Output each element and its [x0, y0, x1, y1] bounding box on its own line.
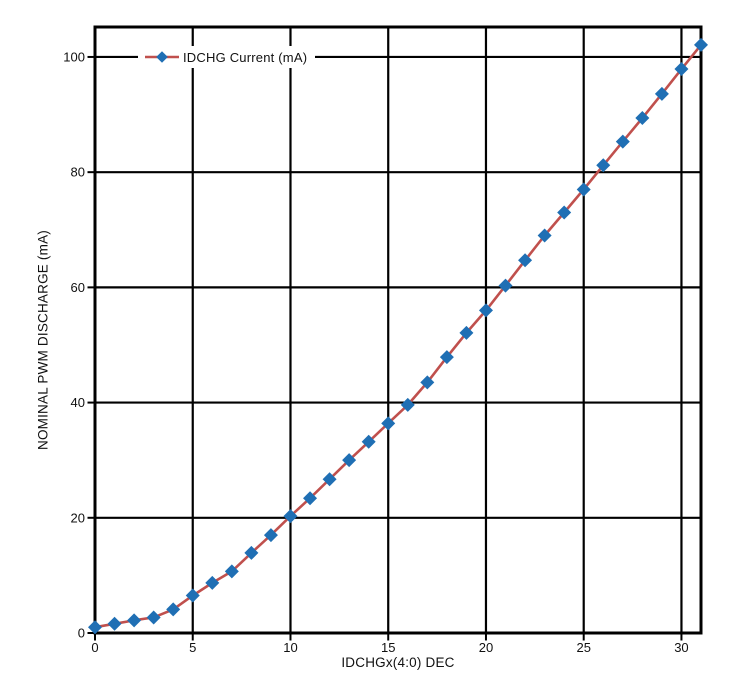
series-layer [88, 37, 708, 635]
data-point [439, 350, 454, 365]
y-axis-title: NOMINAL PWM DISCHARGE (mA) [35, 230, 51, 450]
data-point [615, 134, 630, 149]
data-point [576, 182, 591, 197]
data-point [518, 253, 533, 268]
data-point [127, 613, 142, 628]
data-point [537, 228, 552, 243]
y-tick-label: 60 [71, 280, 85, 295]
y-tick-label: 0 [78, 626, 85, 641]
series-line [94, 44, 703, 629]
legend-label: IDCHG Current (mA) [183, 49, 308, 65]
data-point [283, 509, 298, 524]
data-point [224, 564, 239, 579]
x-tick-label: 20 [479, 640, 493, 655]
data-point [361, 434, 376, 449]
x-tick-label: 30 [674, 640, 688, 655]
data-point [674, 62, 689, 77]
plot-frame [93, 25, 703, 635]
x-tick-label: 25 [576, 640, 590, 655]
legend: IDCHG Current (mA) [138, 46, 316, 68]
x-tick-label: 5 [189, 640, 196, 655]
x-tick-label: 15 [381, 640, 395, 655]
data-point [244, 545, 259, 560]
data-point [420, 375, 435, 390]
data-point [694, 37, 708, 52]
data-point [146, 610, 161, 625]
data-point [557, 205, 572, 220]
data-point [342, 453, 357, 468]
tick-layer: 0 5 10 15 20 25 30 0 20 40 60 80 100 [63, 49, 688, 655]
y-tick-label: 100 [63, 49, 85, 64]
data-point [322, 472, 337, 487]
data-point [596, 158, 611, 173]
frame-layer [93, 25, 703, 635]
y-tick-label: 80 [71, 165, 85, 180]
y-tick-label: 20 [71, 510, 85, 525]
grid-layer [95, 27, 701, 633]
legend-diamond-icon [156, 51, 168, 63]
data-point [303, 491, 318, 506]
data-point [654, 86, 669, 101]
data-point [498, 278, 513, 293]
data-point [400, 397, 415, 412]
data-point [88, 620, 102, 635]
legend-marker-icon [145, 51, 179, 63]
data-point [381, 416, 396, 431]
x-tick-label: 0 [91, 640, 98, 655]
data-point [635, 111, 650, 126]
data-point [166, 602, 181, 617]
data-point [107, 616, 122, 631]
x-tick-label: 10 [283, 640, 297, 655]
x-axis-title: IDCHGx(4:0) DEC [341, 655, 455, 670]
data-point [205, 575, 220, 590]
data-point [478, 303, 493, 318]
data-point [459, 325, 474, 340]
data-point [185, 588, 200, 603]
y-tick-label: 40 [71, 395, 85, 410]
data-point [263, 528, 278, 543]
